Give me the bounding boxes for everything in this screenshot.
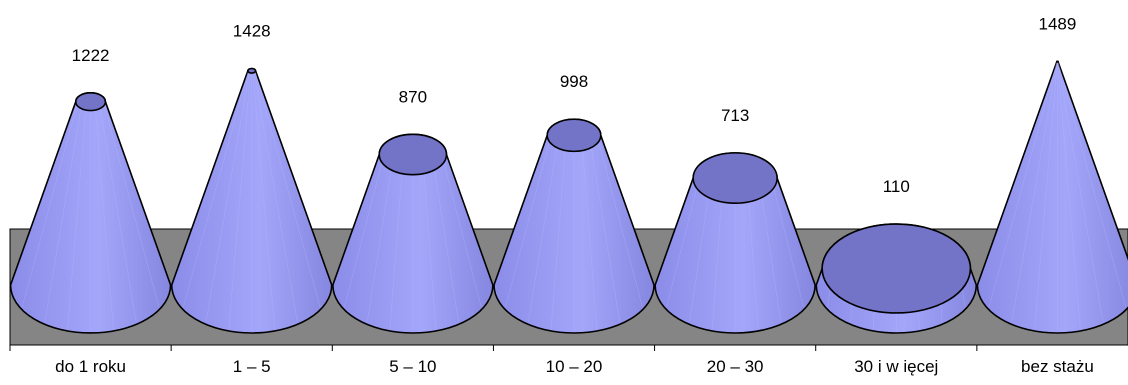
x-tick-label: 20 – 30 bbox=[707, 357, 764, 376]
data-label: 1428 bbox=[233, 21, 271, 40]
cone-shade-line bbox=[758, 178, 782, 323]
cone-shade-line bbox=[581, 135, 598, 330]
x-tick-label: 10 – 20 bbox=[546, 357, 603, 376]
cone-shade-line bbox=[102, 101, 160, 308]
cone-shade-line bbox=[254, 70, 321, 308]
cone-top-cap bbox=[692, 152, 778, 205]
cone-shade-line bbox=[770, 177, 805, 308]
cone-top-cap bbox=[378, 133, 448, 176]
cone-shade-line bbox=[343, 154, 385, 308]
cone-shade-line bbox=[431, 154, 459, 323]
cone-shade-line bbox=[550, 135, 567, 330]
x-tick-label: 5 – 10 bbox=[389, 357, 436, 376]
cone-shade-line bbox=[1057, 61, 1104, 323]
cone-shade-line bbox=[205, 70, 250, 323]
x-tick-label: bez stażu bbox=[1021, 357, 1094, 376]
cone-top-cap bbox=[74, 92, 107, 112]
cone-shade-line bbox=[596, 135, 643, 308]
cone-shade-line bbox=[666, 177, 700, 308]
cone-shade-line bbox=[589, 135, 621, 323]
cone-top-cap bbox=[1056, 60, 1059, 63]
cone-shade-line bbox=[67, 101, 87, 330]
data-label: 110 bbox=[883, 177, 910, 196]
cone-shade-line bbox=[21, 101, 79, 308]
cone-bar bbox=[9, 92, 172, 334]
data-label: 870 bbox=[399, 87, 427, 106]
cone-shade-line bbox=[182, 70, 249, 308]
cone-bar bbox=[332, 133, 494, 334]
cone-shade-line bbox=[366, 154, 394, 323]
cone-shade-line bbox=[253, 70, 298, 323]
data-label: 998 bbox=[560, 72, 588, 91]
cone-shade-line bbox=[441, 154, 482, 308]
cone-shade-line bbox=[389, 154, 404, 330]
cone-shade-line bbox=[527, 135, 559, 323]
cone-bar bbox=[170, 67, 333, 334]
cone-bar bbox=[493, 118, 655, 334]
cone-shade-line bbox=[988, 61, 1058, 308]
cone-shade-line bbox=[98, 101, 137, 323]
cone-shade-line bbox=[44, 101, 83, 323]
cone-shade-line bbox=[1057, 61, 1127, 308]
cone-top-cap bbox=[821, 223, 972, 314]
cone-shade-line bbox=[1011, 61, 1058, 323]
x-tick-label: 30 i w ięcej bbox=[854, 357, 938, 376]
cone-shade-line bbox=[422, 154, 437, 330]
cone-top-cap bbox=[247, 67, 257, 74]
cone-body bbox=[976, 60, 1128, 334]
cone-shade-line bbox=[94, 101, 114, 330]
cone-shade-line bbox=[1034, 61, 1058, 330]
cone-shade-line bbox=[228, 70, 251, 330]
cone-shade-line bbox=[505, 135, 552, 308]
cone-shade-line bbox=[689, 178, 712, 323]
x-tick-label: 1 – 5 bbox=[233, 357, 271, 376]
cone-bar bbox=[654, 152, 816, 334]
data-label: 1222 bbox=[72, 46, 110, 65]
x-tick-label: do 1 roku bbox=[55, 357, 126, 376]
cone-top-cap bbox=[546, 118, 602, 153]
cone-shade-line bbox=[711, 178, 724, 330]
cone-bar bbox=[976, 60, 1128, 334]
data-label: 713 bbox=[721, 106, 749, 125]
cone-bar bbox=[815, 223, 978, 334]
cone-shade-line bbox=[252, 70, 275, 330]
cone-shade-line bbox=[746, 178, 759, 330]
cone-shade-line bbox=[1057, 61, 1081, 330]
data-label: 1489 bbox=[1039, 14, 1077, 33]
